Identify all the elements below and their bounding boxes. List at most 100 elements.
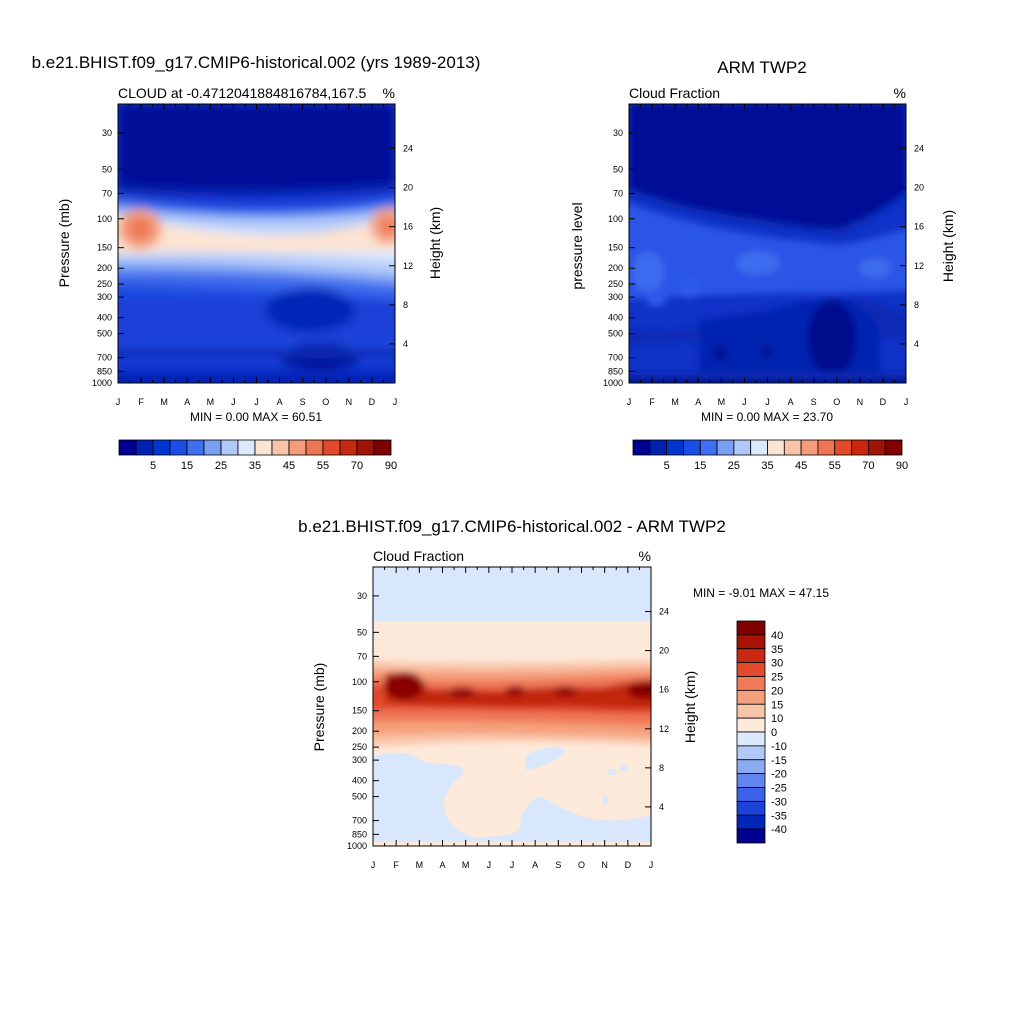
colorbar-label: 35 — [761, 460, 773, 472]
colorbar-label: 15 — [181, 460, 193, 472]
y-tick-label: 100 — [97, 214, 112, 224]
x-tick-label: M — [718, 397, 726, 407]
panel-3-left-label: Cloud Fraction — [373, 548, 464, 564]
colorbar-box — [135, 439, 154, 456]
y-tick-label: 400 — [352, 776, 367, 786]
y2-tick-label: 20 — [659, 646, 669, 656]
y-tick-label: 100 — [608, 214, 623, 224]
panel-3-minmax: MIN = -9.01 MAX = 47.15 — [693, 586, 829, 600]
y-tick-label: 150 — [97, 243, 112, 253]
x-tick-label: M — [416, 860, 424, 870]
colorbar-label: 90 — [896, 460, 908, 472]
colorbar-label: 25 — [728, 460, 740, 472]
colorbar-box — [783, 439, 802, 456]
colorbar-box — [750, 439, 768, 456]
y-tick-label: 700 — [97, 353, 112, 363]
colorbar-label: 5 — [150, 460, 156, 472]
colorbar-box — [736, 731, 766, 747]
y-tick-label: 150 — [608, 243, 623, 253]
panel-2-y2label: Height (km) — [940, 210, 956, 282]
colorbar-box — [152, 439, 171, 456]
y-tick-label: 500 — [608, 329, 623, 339]
y-tick-label: 850 — [352, 829, 367, 839]
panel-3-ylabel: Pressure (mb) — [311, 663, 327, 752]
colorbar-label: 20 — [771, 685, 783, 697]
colorbar-label: -40 — [771, 824, 787, 836]
colorbar-label: -10 — [771, 741, 787, 753]
colorbar-box — [736, 814, 766, 830]
colorbar-box — [867, 439, 886, 456]
y-tick-label: 500 — [97, 329, 112, 339]
colorbar-label: 15 — [771, 699, 783, 711]
colorbar-box — [288, 439, 307, 456]
x-tick-label: O — [833, 397, 840, 407]
colorbar-box — [373, 439, 392, 456]
panel-3-right-label: % — [639, 548, 651, 564]
x-tick-label: J — [254, 397, 259, 407]
y-tick-label: 150 — [352, 706, 367, 716]
y-tick-label: 300 — [352, 755, 367, 765]
y-tick-label: 200 — [608, 263, 623, 273]
y2-tick-label: 24 — [403, 144, 413, 154]
x-tick-label: D — [880, 397, 887, 407]
y-tick-label: 50 — [357, 627, 367, 637]
colorbar-box — [736, 745, 766, 761]
x-tick-label: J — [510, 860, 515, 870]
x-tick-label: N — [857, 397, 864, 407]
colorbar-box — [736, 634, 766, 650]
panel-3-y2label: Height (km) — [682, 671, 698, 743]
colorbar-box — [699, 439, 718, 456]
colorbar-box — [169, 439, 188, 456]
colorbar-box — [339, 439, 358, 456]
x-tick-label: S — [811, 397, 817, 407]
x-tick-label: J — [231, 397, 236, 407]
colorbar-box — [834, 439, 852, 456]
colorbar-label: -25 — [771, 783, 787, 795]
x-tick-label: A — [788, 397, 794, 407]
x-tick-label: F — [393, 860, 399, 870]
y2-tick-label: 12 — [914, 261, 924, 271]
colorbar-label: 40 — [771, 630, 783, 642]
colorbar-label: -15 — [771, 755, 787, 767]
y2-tick-label: 20 — [914, 183, 924, 193]
colorbar-box — [736, 828, 766, 844]
y2-tick-label: 4 — [403, 339, 408, 349]
colorbar-label: 55 — [317, 460, 329, 472]
x-tick-label: O — [322, 397, 329, 407]
colorbar-label: 70 — [862, 460, 874, 472]
x-tick-label: M — [671, 397, 679, 407]
x-tick-label: J — [649, 860, 654, 870]
x-tick-label: A — [277, 397, 283, 407]
panel-3-field — [373, 567, 651, 846]
y-tick-label: 250 — [97, 279, 112, 289]
y-tick-label: 250 — [608, 279, 623, 289]
y-tick-label: 1000 — [603, 378, 623, 388]
y-tick-label: 30 — [613, 128, 623, 138]
colorbar-box — [800, 439, 819, 456]
y2-tick-label: 24 — [914, 144, 924, 154]
y2-tick-label: 16 — [659, 685, 669, 695]
colorbar-box — [237, 439, 256, 456]
colorbar-box — [736, 662, 766, 677]
colorbar-box — [817, 439, 836, 456]
y2-tick-label: 20 — [403, 183, 413, 193]
panel-2-ylabel: pressure level — [569, 202, 585, 289]
colorbar-label: 35 — [249, 460, 261, 472]
colorbar-box — [736, 703, 766, 719]
y-tick-label: 70 — [613, 188, 623, 198]
colorbar-box — [767, 439, 785, 456]
colorbar-box — [733, 439, 752, 456]
x-tick-label: O — [578, 860, 585, 870]
panel-1-field — [118, 104, 395, 383]
panel-1-minmax: MIN = 0.00 MAX = 60.51 — [190, 410, 322, 424]
x-tick-label: F — [138, 397, 144, 407]
x-tick-label: A — [439, 860, 445, 870]
y-tick-label: 200 — [97, 263, 112, 273]
colorbar-box — [851, 439, 869, 456]
colorbar-box — [254, 439, 273, 456]
colorbar-box — [884, 439, 903, 456]
x-tick-label: A — [184, 397, 190, 407]
x-tick-label: J — [627, 397, 632, 407]
colorbar-label: 30 — [771, 658, 783, 670]
colorbar-box — [666, 439, 684, 456]
